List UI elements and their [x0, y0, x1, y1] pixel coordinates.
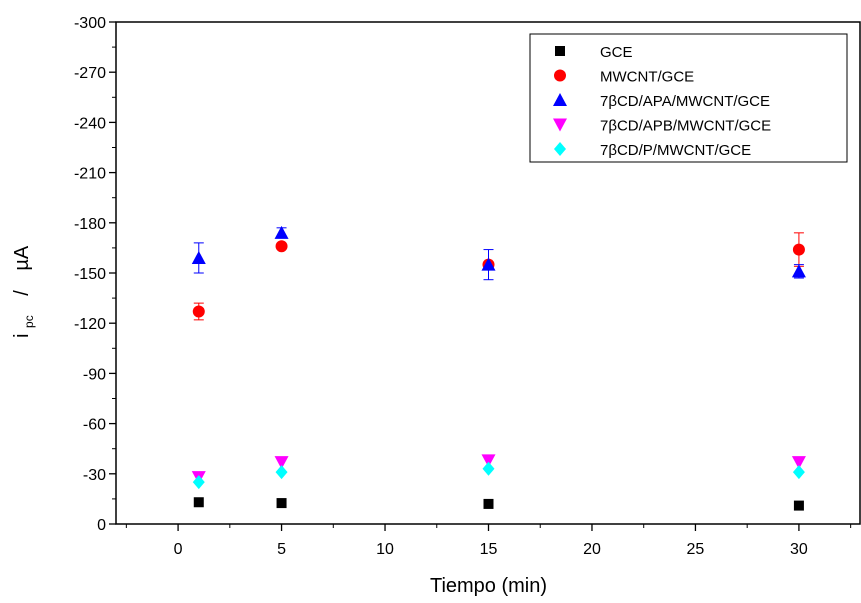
x-axis-title: Tiempo (min) — [430, 575, 547, 597]
y-tick-label: -150 — [74, 266, 106, 283]
legend-label: GCE — [600, 44, 633, 61]
legend-marker — [555, 46, 565, 56]
series-circle — [192, 232, 805, 321]
data-point — [274, 456, 289, 470]
data-point — [483, 498, 494, 509]
data-point — [275, 465, 288, 480]
y-tick-label: -30 — [83, 467, 106, 484]
data-point — [791, 264, 806, 278]
legend-marker — [553, 118, 567, 132]
x-tick-label: 25 — [687, 541, 705, 558]
data-point — [192, 475, 205, 490]
data-series — [191, 225, 806, 511]
y-tick-label: -210 — [74, 166, 106, 183]
data-point — [792, 465, 805, 480]
x-tick-label: 30 — [790, 541, 808, 558]
y-axis-unit: µA — [11, 245, 33, 271]
legend-label: 7βCD/APB/MWCNT/GCE — [600, 118, 771, 135]
x-tick-label: 20 — [583, 541, 601, 558]
y-tick-label: -60 — [83, 417, 106, 434]
legend-marker — [553, 93, 567, 106]
data-point — [481, 257, 496, 271]
y-axis-subscript: pc — [22, 315, 36, 328]
series-diamond — [192, 461, 805, 490]
legend: GCE MWCNT/GCE 7βCD/APA/MWCNT/GCE 7βCD/APB/M… — [529, 33, 848, 163]
y-axis-symbol: i — [11, 334, 33, 338]
x-axis: 0 5 10 15 20 25 30 — [125, 524, 852, 558]
x-tick-label: 5 — [277, 541, 286, 558]
data-point — [481, 454, 496, 468]
data-point — [793, 500, 804, 511]
x-tick-label: 0 — [174, 541, 183, 558]
x-tick-label: 10 — [376, 541, 394, 558]
y-axis-title-text: i pc / µA — [11, 245, 38, 338]
y-axis-separator: / — [11, 290, 33, 296]
data-point — [276, 498, 287, 509]
legend-label: MWCNT/GCE — [600, 69, 694, 86]
legend-marker — [554, 142, 566, 156]
y-axis: 0 -30 -60 -90 -120 -150 -180 -210 -240 -270 -300 — [74, 15, 116, 534]
data-point — [193, 497, 204, 508]
data-point — [191, 250, 206, 264]
data-point — [192, 305, 205, 318]
data-point — [274, 225, 289, 239]
y-tick-label: -120 — [74, 316, 106, 333]
data-point — [792, 243, 805, 256]
data-point — [275, 240, 288, 253]
legend-label: 7βCD/P/MWCNT/GCE — [600, 142, 751, 159]
series-square — [193, 497, 804, 511]
legend-marker — [554, 69, 566, 82]
legend-box — [529, 33, 848, 163]
y-tick-label: -270 — [74, 65, 106, 82]
y-tick-label: -180 — [74, 216, 106, 233]
y-tick-label: 0 — [97, 517, 106, 534]
legend-label: 7βCD/APA/MWCNT/GCE — [600, 93, 770, 110]
y-tick-label: -240 — [74, 115, 106, 132]
y-tick-label: -300 — [74, 15, 106, 32]
series-triangle-up — [191, 225, 806, 281]
y-axis-title: i pc / µA — [11, 245, 38, 338]
data-point — [791, 456, 806, 470]
x-tick-label: 15 — [480, 541, 498, 558]
y-tick-label: -90 — [83, 366, 106, 383]
data-point — [482, 461, 495, 476]
